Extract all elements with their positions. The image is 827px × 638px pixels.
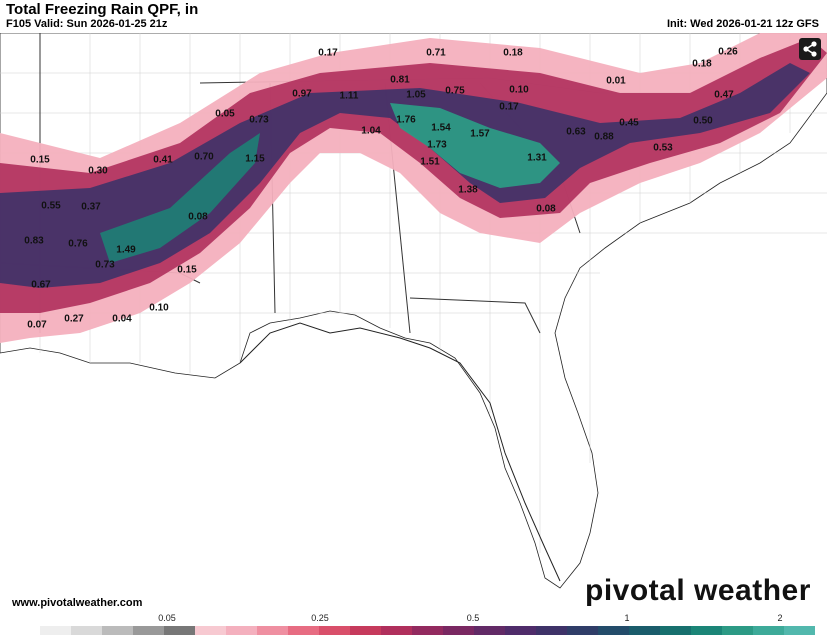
qpf-swath-heavy	[0, 63, 810, 288]
valid-time: F105 Valid: Sun 2026-01-25 21z	[6, 18, 168, 30]
qpf-value-label: 0.67	[31, 279, 51, 291]
colorbar-tick-label: 1	[624, 613, 630, 623]
qpf-value-label: 0.81	[390, 74, 410, 86]
website-link[interactable]: www.pivotalweather.com	[12, 597, 143, 609]
colorbar-swatch	[40, 626, 71, 635]
colorbar-swatch	[691, 626, 722, 635]
colorbar-swatch	[536, 626, 567, 635]
qpf-value-label: 0.45	[619, 117, 639, 129]
share-button[interactable]	[799, 38, 821, 60]
qpf-value-label: 0.15	[30, 154, 50, 166]
colorbar-swatch	[753, 626, 784, 635]
colorbar-swatch	[9, 626, 40, 635]
qpf-value-label: 0.63	[566, 126, 586, 138]
qpf-value-label: 0.83	[24, 235, 44, 247]
colorbar-swatch	[567, 626, 598, 635]
colorbar-swatch	[102, 626, 133, 635]
qpf-value-label: 0.18	[692, 58, 712, 70]
qpf-value-label: 0.04	[112, 313, 132, 325]
qpf-value-label: 0.47	[714, 89, 734, 101]
qpf-value-label: 1.04	[361, 125, 381, 137]
colorbar-swatch	[660, 626, 691, 635]
colorbar-swatch	[722, 626, 753, 635]
colorbar	[9, 626, 815, 635]
qpf-value-label: 0.10	[509, 84, 529, 96]
colorbar-tick-label: 2	[777, 613, 783, 623]
colorbar-swatch	[443, 626, 474, 635]
qpf-value-label: 0.15	[177, 264, 197, 276]
qpf-swath-mid	[0, 38, 827, 313]
qpf-value-label: 0.53	[653, 142, 673, 154]
colorbar-tick-label: 0.05	[158, 613, 176, 623]
colorbar-swatch	[350, 626, 381, 635]
qpf-swath-core-west	[100, 133, 260, 263]
qpf-value-label: 0.26	[718, 46, 738, 58]
colorbar-swatch	[412, 626, 443, 635]
qpf-value-label: 1.31	[527, 152, 547, 164]
qpf-value-label: 1.51	[420, 156, 440, 168]
colorbar-swatch	[784, 626, 815, 635]
qpf-value-label: 0.17	[499, 101, 519, 113]
qpf-value-label: 0.41	[153, 154, 173, 166]
qpf-value-label: 0.70	[194, 151, 214, 163]
qpf-value-label: 1.11	[339, 90, 359, 102]
qpf-value-label: 0.97	[292, 88, 312, 100]
map-title: Total Freezing Rain QPF, in	[6, 1, 199, 18]
qpf-value-label: 0.17	[318, 47, 338, 59]
qpf-value-label: 0.50	[693, 115, 713, 127]
colorbar-swatch	[474, 626, 505, 635]
qpf-value-label: 0.88	[594, 131, 614, 143]
colorbar-swatch	[598, 626, 629, 635]
qpf-value-label: 1.57	[470, 128, 490, 140]
qpf-value-label: 0.07	[27, 319, 47, 331]
qpf-value-label: 0.73	[249, 114, 269, 126]
colorbar-swatch	[381, 626, 412, 635]
qpf-value-label: 0.75	[445, 85, 465, 97]
colorbar-swatch	[257, 626, 288, 635]
qpf-value-label: 0.08	[188, 211, 208, 223]
colorbar-swatch	[164, 626, 195, 635]
colorbar-swatch	[319, 626, 350, 635]
qpf-swath-core	[390, 103, 560, 188]
coastline	[239, 322, 561, 582]
colorbar-swatch	[71, 626, 102, 635]
forecast-map[interactable]: 0.17 0.71 0.18 0.26 0.18 0.01 0.81 0.97 1.11 1.05…	[0, 33, 827, 611]
init-time: Init: Wed 2026-01-21 12z GFS	[666, 18, 819, 30]
qpf-value-label: 1.76	[396, 114, 416, 126]
qpf-value-label: 0.18	[503, 47, 523, 59]
map-canvas	[0, 33, 827, 589]
qpf-value-label: 1.38	[458, 184, 478, 196]
colorbar-swatch	[133, 626, 164, 635]
colorbar-swatch	[195, 626, 226, 635]
colorbar-swatch	[226, 626, 257, 635]
qpf-value-label: 0.01	[606, 75, 626, 87]
qpf-value-label: 0.73	[95, 259, 115, 271]
qpf-value-label: 0.37	[81, 201, 101, 213]
qpf-value-label: 0.30	[88, 165, 108, 177]
colorbar-tick-label: 0.5	[466, 613, 480, 623]
qpf-value-label: 0.10	[149, 302, 169, 314]
colorbar-ticks: 0.05 0.25 0.5 1 2	[0, 613, 827, 625]
qpf-value-label: 1.54	[431, 122, 451, 134]
qpf-value-label: 0.27	[64, 313, 84, 325]
qpf-value-label: 1.15	[245, 153, 265, 165]
qpf-value-label: 1.49	[116, 244, 136, 256]
colorbar-swatch	[629, 626, 660, 635]
colorbar-tick-label: 0.25	[311, 613, 329, 623]
qpf-value-label: 0.76	[68, 238, 88, 250]
qpf-value-label: 0.71	[426, 47, 446, 59]
qpf-value-label: 1.05	[406, 89, 426, 101]
share-icon	[803, 41, 817, 57]
colorbar-swatch	[505, 626, 536, 635]
qpf-value-label: 0.08	[536, 203, 556, 215]
brand-logo: pivotal weather	[585, 574, 811, 607]
qpf-value-label: 0.55	[41, 200, 61, 212]
qpf-value-label: 1.73	[427, 139, 447, 151]
qpf-value-label: 0.05	[215, 108, 235, 120]
colorbar-swatch	[288, 626, 319, 635]
header: Total Freezing Rain QPF, in F105 Valid: …	[0, 0, 827, 33]
